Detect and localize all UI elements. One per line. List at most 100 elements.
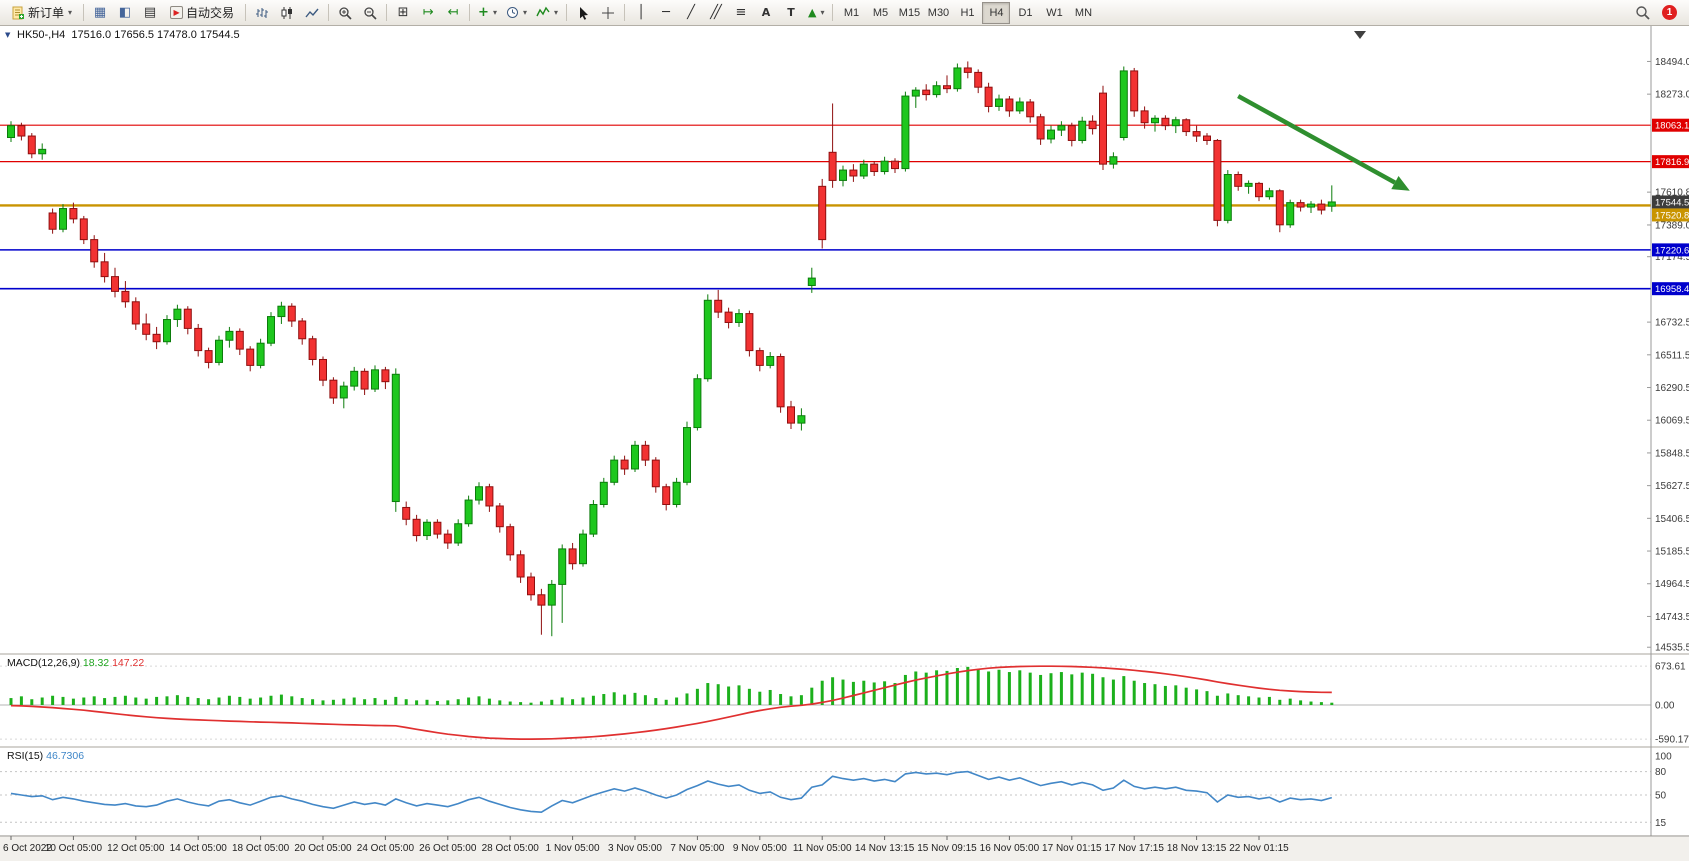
search-button[interactable] bbox=[1630, 2, 1654, 24]
toolbar-right-group: 1 bbox=[1630, 2, 1685, 24]
chevron-down-icon: ▾ bbox=[68, 8, 73, 17]
svg-text:14964.5: 14964.5 bbox=[1655, 579, 1689, 590]
svg-text:26 Oct 05:00: 26 Oct 05:00 bbox=[419, 843, 477, 854]
svg-text:20 Oct 05:00: 20 Oct 05:00 bbox=[294, 843, 352, 854]
text-label-icon: T bbox=[787, 6, 795, 19]
svg-text:15: 15 bbox=[1655, 818, 1667, 829]
text-label-button[interactable]: T bbox=[779, 2, 803, 24]
chevron-down-icon: ▾ bbox=[522, 8, 527, 17]
vertical-line-button[interactable]: │ bbox=[629, 2, 653, 24]
timeframe-h4-button[interactable]: H4 bbox=[982, 1, 1011, 24]
channel-icon: ╱╱ bbox=[710, 5, 721, 20]
text-tool-button[interactable]: A bbox=[754, 2, 778, 24]
timeframe-w1-button[interactable]: W1 bbox=[1040, 2, 1068, 24]
trendline-button[interactable]: ╱ bbox=[679, 2, 703, 24]
svg-text:18494.0: 18494.0 bbox=[1655, 57, 1689, 68]
chevron-down-icon: ▾ bbox=[492, 8, 497, 17]
equidistant-channel-button[interactable]: ╱╱ bbox=[704, 2, 728, 24]
svg-text:17816.9: 17816.9 bbox=[1655, 157, 1689, 168]
autotrading-icon: ▶ bbox=[170, 6, 184, 19]
chart-shift-button[interactable]: ↤ bbox=[441, 2, 465, 24]
svg-text:1 Nov 05:00: 1 Nov 05:00 bbox=[546, 843, 600, 854]
cursor-button[interactable] bbox=[571, 2, 595, 24]
svg-text:14 Oct 05:00: 14 Oct 05:00 bbox=[170, 843, 228, 854]
svg-text:18273.0: 18273.0 bbox=[1655, 90, 1689, 101]
line-chart-type-button[interactable] bbox=[300, 2, 324, 24]
svg-text:16069.5: 16069.5 bbox=[1655, 416, 1689, 427]
svg-text:16732.5: 16732.5 bbox=[1655, 318, 1689, 329]
svg-text:15848.5: 15848.5 bbox=[1655, 448, 1689, 459]
svg-text:11 Nov 05:00: 11 Nov 05:00 bbox=[793, 843, 852, 854]
new-chart-button[interactable]: + ▾ bbox=[474, 2, 501, 24]
toolbar-separator bbox=[832, 4, 834, 21]
timeframe-m1-button[interactable]: M1 bbox=[837, 2, 865, 24]
notification-badge[interactable]: 1 bbox=[1662, 5, 1677, 20]
svg-text:16511.5: 16511.5 bbox=[1655, 350, 1689, 361]
trendline-icon: ╱ bbox=[687, 5, 695, 20]
auto-scroll-button[interactable]: ↦ bbox=[416, 2, 440, 24]
chart-shift-icon: ↤ bbox=[447, 5, 459, 20]
svg-text:673.61: 673.61 bbox=[1655, 662, 1686, 673]
svg-text:17520.8: 17520.8 bbox=[1655, 210, 1689, 221]
svg-text:17220.6: 17220.6 bbox=[1655, 245, 1689, 256]
toolbar-separator bbox=[566, 4, 567, 21]
svg-text:17 Nov 01:15: 17 Nov 01:15 bbox=[1042, 843, 1102, 854]
timeframe-h1-button[interactable]: H1 bbox=[953, 2, 981, 24]
arrow-tool-icon: ▲ bbox=[808, 6, 817, 19]
zoom-in-button[interactable] bbox=[333, 2, 357, 24]
candlestick-icon bbox=[281, 6, 293, 19]
rsi-panel[interactable] bbox=[0, 746, 1689, 823]
profiles-button[interactable]: ▾ bbox=[502, 2, 531, 24]
svg-text:16958.4: 16958.4 bbox=[1655, 284, 1689, 295]
timeframe-mn-button[interactable]: MN bbox=[1069, 2, 1097, 24]
new-chart-icon: + bbox=[478, 5, 489, 20]
main-chart-panel[interactable] bbox=[0, 31, 1651, 637]
toolbar-separator bbox=[469, 4, 471, 21]
search-icon bbox=[1635, 6, 1650, 20]
autotrading-label: 自动交易 bbox=[186, 6, 235, 20]
chart-title: HK50-,H4 17516.0 17656.5 17478.0 17544.5 bbox=[17, 29, 240, 41]
svg-text:6 Oct 2022: 6 Oct 2022 bbox=[3, 843, 52, 854]
timeframe-m5-button[interactable]: M5 bbox=[866, 2, 894, 24]
data-window-button[interactable]: ◧ bbox=[113, 2, 137, 24]
svg-text:100: 100 bbox=[1655, 752, 1672, 763]
timeframe-m15-button[interactable]: M15 bbox=[895, 2, 923, 24]
autotrading-button[interactable]: ▶ 自动交易 bbox=[163, 2, 241, 24]
chart-menu-icon[interactable]: ▼ bbox=[5, 31, 11, 39]
svg-text:10 Oct 05:00: 10 Oct 05:00 bbox=[45, 843, 103, 854]
price-axis[interactable]: 18494.0 18273.0 17610.8 17389.0 17174.5 16732… bbox=[1647, 26, 1689, 836]
arrows-tool-button[interactable]: ▲ ▾ bbox=[804, 2, 828, 24]
zoom-out-button[interactable] bbox=[358, 2, 382, 24]
macd-panel[interactable] bbox=[0, 653, 1689, 740]
shift-marker-icon[interactable] bbox=[1354, 31, 1366, 39]
new-order-button[interactable]: 新订单 ▾ bbox=[4, 2, 79, 24]
candlestick-type-button[interactable] bbox=[275, 2, 299, 24]
crosshair-icon bbox=[602, 6, 614, 19]
svg-text:14 Nov 13:15: 14 Nov 13:15 bbox=[855, 843, 915, 854]
fibonacci-icon: ≡ bbox=[735, 5, 747, 20]
market-watch-button[interactable]: ▦ bbox=[88, 2, 112, 24]
trend-arrow-annotation[interactable] bbox=[1237, 94, 1410, 191]
tile-windows-button[interactable]: ⊞ bbox=[391, 2, 415, 24]
fibonacci-button[interactable]: ≡ bbox=[729, 2, 753, 24]
navigator-button[interactable]: ▤ bbox=[138, 2, 162, 24]
new-order-label: 新订单 bbox=[28, 6, 65, 20]
svg-text:28 Oct 05:00: 28 Oct 05:00 bbox=[482, 843, 540, 854]
timeframe-m30-button[interactable]: M30 bbox=[924, 2, 952, 24]
svg-text:9 Nov 05:00: 9 Nov 05:00 bbox=[733, 843, 787, 854]
indicators-icon bbox=[536, 6, 550, 17]
svg-text:24 Oct 05:00: 24 Oct 05:00 bbox=[357, 843, 415, 854]
indicators-button[interactable]: ▾ bbox=[532, 2, 562, 24]
svg-text:18 Nov 13:15: 18 Nov 13:15 bbox=[1167, 843, 1227, 854]
clock-icon bbox=[506, 7, 518, 18]
rsi-indicator-label: RSI(15) 46.7306 bbox=[7, 750, 85, 762]
zoom-in-icon bbox=[339, 6, 352, 20]
svg-text:15185.5: 15185.5 bbox=[1655, 547, 1689, 558]
timeframe-d1-button[interactable]: D1 bbox=[1011, 2, 1039, 24]
horizontal-line-button[interactable]: ─ bbox=[654, 2, 678, 24]
crosshair-button[interactable] bbox=[596, 2, 620, 24]
macd-indicator-label: MACD(12,26,9) 18.32 147.22 bbox=[7, 657, 145, 669]
bar-chart-type-button[interactable] bbox=[250, 2, 274, 24]
